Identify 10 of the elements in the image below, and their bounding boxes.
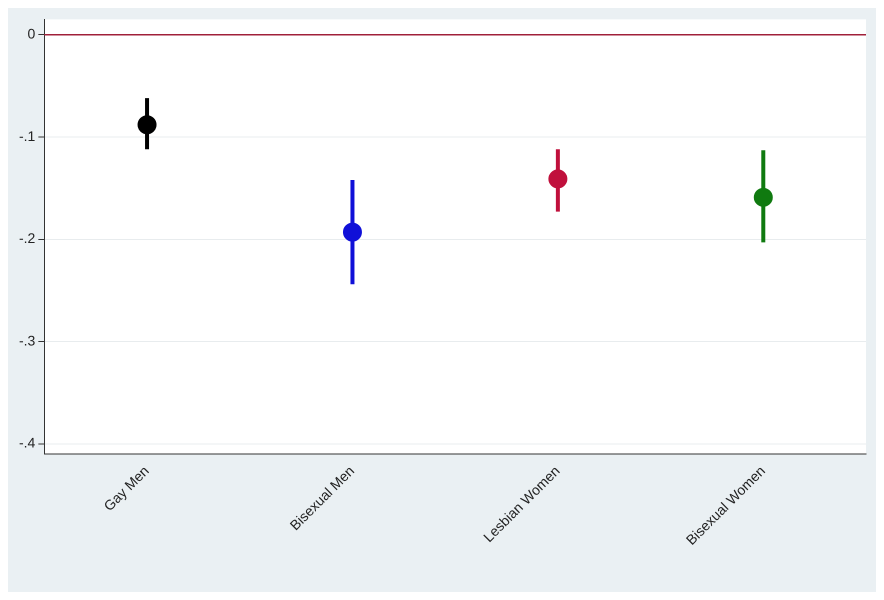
point bbox=[754, 188, 773, 207]
y-tick-label: 0 bbox=[28, 26, 36, 42]
x-tick-label: Gay Men bbox=[100, 462, 152, 514]
y-tick-label: -.4 bbox=[18, 434, 36, 451]
y-tick-label: -.1 bbox=[18, 128, 36, 144]
point bbox=[138, 115, 157, 134]
y-tick-label: -.3 bbox=[18, 332, 36, 348]
point bbox=[342, 222, 362, 242]
point bbox=[548, 169, 568, 188]
y-tick-label: -.2 bbox=[18, 230, 36, 246]
